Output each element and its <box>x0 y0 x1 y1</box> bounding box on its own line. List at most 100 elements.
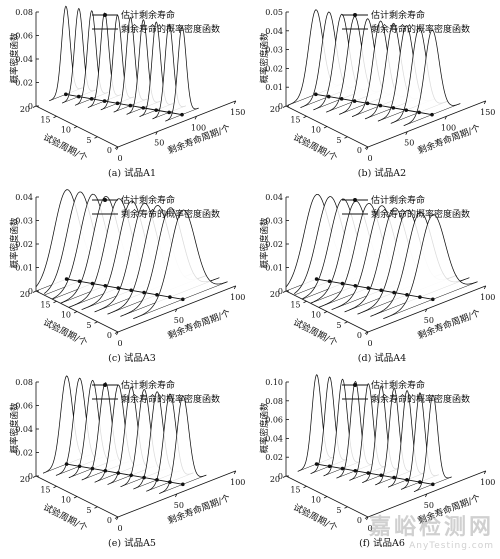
y-tick-label: 0 <box>357 516 362 525</box>
y-tick-label: 15 <box>290 300 300 309</box>
y-tick <box>94 506 98 509</box>
z-tick-label: 0.01 <box>265 83 283 92</box>
z-tick-label: 0.10 <box>265 378 283 387</box>
estimated-rul-point <box>327 464 332 469</box>
z-tick-label: 0.04 <box>265 193 283 202</box>
chart-panel-5: 0 0.02 0.04 0.06 0.08 0 50 100 0 5 10 15 20 估计剩余寿命剩余寿… <box>9 375 245 549</box>
estimated-rul-point <box>339 97 344 101</box>
y-tick-label: 20 <box>270 105 280 114</box>
z-tick-label: 0.02 <box>265 64 283 73</box>
x-tick <box>175 308 178 313</box>
z-tick-label: 0 <box>28 287 33 296</box>
y-tick <box>53 485 57 489</box>
legend-marker-label: 估计剩余寿命 <box>121 9 175 21</box>
estimated-rul-point <box>142 290 146 295</box>
pdf-baseline <box>133 281 228 319</box>
y-axis-label: 试验周期/个 <box>41 131 89 164</box>
y-tick-label: 0 <box>107 516 112 525</box>
pdf-curve <box>383 214 478 320</box>
legend-marker-dot <box>103 13 107 17</box>
z-tick-label: 0 <box>278 102 283 111</box>
estimated-rul-point <box>141 106 146 110</box>
estimated-rul-point <box>89 97 94 101</box>
x-axis-line <box>117 470 236 518</box>
x-tick <box>233 470 237 475</box>
legend-marker-dot <box>353 198 357 202</box>
x-tick-label: 0 <box>117 154 122 163</box>
x-tick <box>194 116 197 120</box>
y-tick <box>114 146 119 149</box>
y-tick-label: 10 <box>61 496 71 505</box>
y-tick <box>303 115 307 119</box>
y-tick-label: 5 <box>86 321 91 330</box>
pdf-curve <box>403 29 461 127</box>
x-tick-label: 150 <box>230 108 245 117</box>
x-tick-label: 50 <box>174 501 184 510</box>
estimated-rul-line <box>65 93 183 116</box>
y-tick-label: 0 <box>107 146 112 155</box>
panel-caption: (a) 试品A1 <box>108 167 156 179</box>
y-tick-label: 5 <box>336 136 341 145</box>
z-axis-label: 概率密度函数 <box>9 217 20 269</box>
legend-marker-dot <box>103 383 107 387</box>
y-tick <box>94 321 98 324</box>
estimated-rul-line <box>315 93 433 116</box>
legend-marker-label: 估计剩余寿命 <box>121 379 175 391</box>
y-tick-label: 5 <box>336 321 341 330</box>
panel-caption: (d) 试品A4 <box>358 352 406 364</box>
estimated-rul-point <box>155 478 159 482</box>
estimated-rul-point <box>103 468 108 473</box>
estimated-rul-point <box>90 281 95 286</box>
y-tick <box>114 331 119 334</box>
z-axis-label: 概率密度函数 <box>9 402 20 454</box>
y-axis-label: 试验周期/个 <box>291 131 339 164</box>
z-tick-label: 0 <box>28 472 33 481</box>
y-tick <box>323 496 328 499</box>
estimated-rul-point <box>431 482 435 487</box>
y-tick-label: 10 <box>311 126 321 135</box>
pdf-baseline <box>383 281 478 319</box>
estimated-rul-point <box>168 295 172 299</box>
legend-marker-dot <box>103 198 107 202</box>
y-tick <box>73 496 78 499</box>
y-tick <box>303 485 307 489</box>
y-tick <box>73 126 78 129</box>
x-tick <box>444 116 447 120</box>
estimated-rul-point <box>90 466 95 471</box>
legend-line-label: 剩余寿命的概率密度函数 <box>371 393 470 405</box>
x-tick-label: 150 <box>480 108 495 117</box>
x-tick-label: 0 <box>367 524 372 533</box>
y-tick-label: 5 <box>336 506 341 515</box>
estimated-rul-point <box>129 473 133 478</box>
estimated-rul-point <box>365 101 370 106</box>
estimated-rul-point <box>181 482 185 487</box>
estimated-rul-point <box>167 110 171 115</box>
legend-marker-label: 估计剩余寿命 <box>121 194 175 206</box>
estimated-rul-line <box>316 278 433 300</box>
estimated-rul-point <box>115 101 120 106</box>
pdf-curve <box>133 209 228 319</box>
z-axis-label: 概率密度函数 <box>259 402 270 454</box>
y-tick <box>323 311 328 314</box>
y-axis-label: 试验周期/个 <box>41 501 89 534</box>
y-tick <box>303 300 307 304</box>
z-tick-label: 0.06 <box>15 32 33 41</box>
y-tick-label: 15 <box>290 485 300 494</box>
x-tick <box>155 131 158 135</box>
estimated-rul-point <box>352 99 357 103</box>
z-tick-label: 0.06 <box>15 402 33 411</box>
y-tick <box>282 290 287 293</box>
panel-caption: (c) 试品A3 <box>108 352 156 364</box>
z-tick-label: 0.02 <box>15 79 33 88</box>
estimated-rul-point <box>379 288 383 293</box>
x-tick-label: 0 <box>367 154 372 163</box>
estimated-rul-point <box>430 112 434 117</box>
x-axis-line <box>367 285 486 333</box>
z-axis-label: 概率密度函数 <box>259 32 270 84</box>
y-tick-label: 20 <box>270 475 280 484</box>
panel-caption: (f) 试品A6 <box>359 537 405 549</box>
estimated-rul-point <box>353 468 358 473</box>
legend-line-label: 剩余寿命的概率密度函数 <box>371 208 470 220</box>
estimated-rul-point <box>155 293 159 297</box>
